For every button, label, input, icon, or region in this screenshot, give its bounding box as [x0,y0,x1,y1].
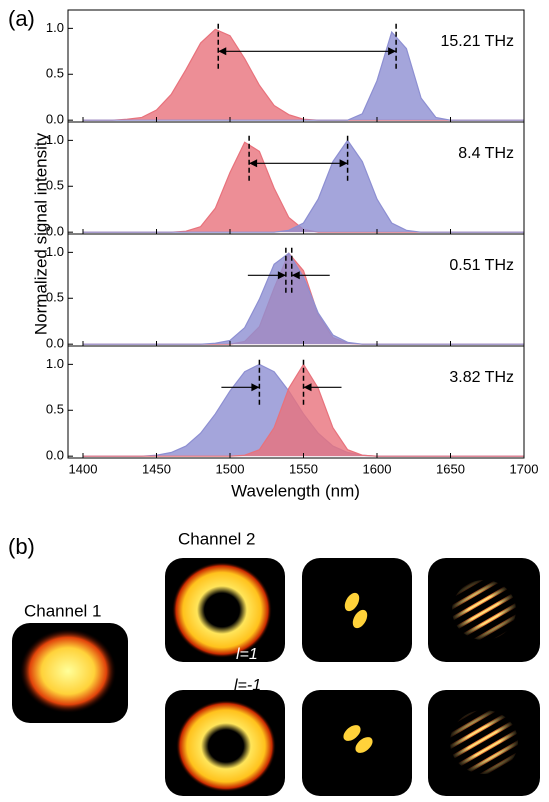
lobe [344,592,360,612]
fringe-fade [450,578,518,642]
arrow-head [339,159,348,168]
donut [172,562,272,658]
x-axis-label: Wavelength (nm) [231,481,360,500]
area [83,29,524,121]
x-tick-label: 1500 [216,461,245,476]
fringe-fade [448,708,520,776]
y-tick-label: 0.0 [46,112,64,127]
beam-spot [20,629,116,713]
lobe [352,609,368,629]
plot-frame [67,9,525,123]
lobe [343,725,361,741]
arrow-head [303,383,312,392]
annotation: 3.82 THz [449,369,514,386]
mode-label: l=-1 [234,677,261,694]
x-tick-label: 1600 [363,461,392,476]
y-tick-label: 1.0 [46,356,64,371]
annotation: 15.21 THz [440,33,514,50]
arrow-head [251,383,260,392]
panel-label: (b) [8,534,35,559]
panel-label: (a) [8,6,35,31]
x-tick-label: 1450 [142,461,171,476]
arrow-head [218,47,227,56]
area [83,364,524,457]
annotation: 0.51 THz [449,257,514,274]
donut [176,700,276,792]
beam-image [302,690,412,796]
lobe [355,737,373,753]
y-tick-label: 0.5 [46,66,64,81]
y-tick-label: 0.5 [46,290,64,305]
y-tick-label: 0.0 [46,448,64,463]
panel-b: (b) Channel 1 Channel 2 l=1 l=-1 [8,529,540,796]
y-tick-label: 1.0 [46,244,64,259]
arrow-head [277,271,286,280]
y-axis-label: Normalized signal intensity [31,132,50,335]
mode-label: l=1 [236,646,258,663]
arrow-head [291,271,300,280]
area [83,253,524,345]
x-tick-label: 1700 [510,461,539,476]
arrow-head [388,47,397,56]
channel-label: Channel 1 [24,601,102,620]
annotation: 8.4 THz [458,145,514,162]
x-tick-label: 1650 [436,461,465,476]
y-tick-label: 0.5 [46,402,64,417]
plot-frame [67,345,525,459]
y-tick-label: 0.0 [46,336,64,351]
arrow-head [249,159,258,168]
y-tick-label: 1.0 [46,132,64,147]
beam-image [302,558,412,662]
x-tick-label: 1400 [69,461,98,476]
plot-frame [67,121,525,235]
area [83,32,524,121]
y-tick-label: 1.0 [46,20,64,35]
channel-label: Channel 2 [178,529,256,548]
y-tick-label: 0.0 [46,224,64,239]
y-tick-label: 0.5 [46,178,64,193]
x-tick-label: 1550 [289,461,318,476]
